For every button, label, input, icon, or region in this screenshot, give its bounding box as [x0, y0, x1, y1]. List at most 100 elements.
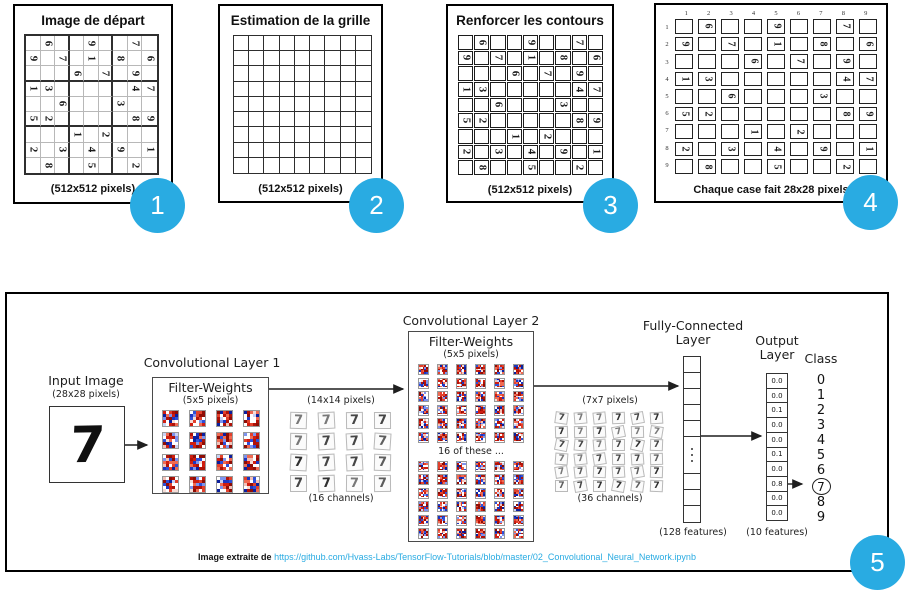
- sudoku-cell: 8: [474, 160, 490, 175]
- sudoku-cell: [506, 82, 522, 97]
- filter-weight-tile: [418, 514, 429, 526]
- output-value: 0.0: [771, 435, 783, 444]
- sudoku-cell: [555, 129, 571, 144]
- sudoku-cell: [325, 81, 341, 97]
- credit-link[interactable]: https://github.com/Hvass-Labs/TensorFlow…: [274, 552, 696, 562]
- sudoku-cell: 6: [142, 51, 157, 67]
- sudoku-cell: 2: [98, 127, 114, 143]
- column-index-label: 2: [707, 9, 711, 17]
- input-image-box: 7: [49, 406, 125, 483]
- feature-map-7: 7: [592, 411, 607, 425]
- conv1-title: Convolutional Layer 1: [143, 355, 281, 370]
- sudoku-cell: [813, 54, 831, 69]
- sudoku-digit: 6: [55, 101, 68, 107]
- sudoku-cell: [587, 97, 603, 113]
- feature-map-7: 7: [345, 411, 364, 430]
- filter-weight-tile: [475, 431, 486, 443]
- sudoku-cell: [279, 96, 295, 113]
- sudoku-digit: 4: [840, 76, 851, 82]
- sudoku-cell: 7: [790, 54, 808, 69]
- sudoku-cell: [340, 127, 356, 143]
- sudoku-cell: [264, 142, 280, 158]
- sudoku-cell: 3: [555, 97, 571, 113]
- sudoku-digit: 6: [492, 102, 505, 108]
- sudoku-cell: [506, 144, 522, 160]
- filter-weight-tile: [437, 431, 448, 443]
- sudoku-cell: [98, 36, 114, 52]
- filter-weight-tile: [188, 476, 206, 493]
- sudoku-cell: [310, 36, 326, 52]
- sudoku-cell: [675, 19, 693, 34]
- sudoku-cell: [767, 106, 785, 122]
- sudoku-cell: 7: [587, 82, 603, 97]
- filter-weight-tile: [456, 377, 467, 389]
- sudoku-cell: 9: [836, 54, 854, 69]
- sudoku-cell: 9: [555, 144, 571, 160]
- panel3-caption: (512x512 pixels): [487, 184, 573, 196]
- row-index-label: 7: [665, 127, 669, 135]
- sudoku-cell: [113, 36, 128, 52]
- sudoku-cell: 2: [474, 113, 490, 128]
- sudoku-cell: [490, 66, 506, 81]
- sudoku-cell: [40, 66, 56, 82]
- sudoku-cell: [127, 142, 143, 158]
- sudoku-digit: 6: [144, 55, 157, 62]
- filter-weight-tile: [513, 487, 524, 499]
- sudoku-cell: 2: [698, 106, 716, 122]
- sudoku-cell: [294, 66, 311, 82]
- sudoku-cell: [294, 51, 311, 67]
- filter-weight-tile: [456, 404, 467, 416]
- filter-weight-tile: [494, 514, 505, 526]
- sudoku-cell: [813, 19, 831, 34]
- sudoku-cell: [744, 36, 762, 52]
- sudoku-cell: [767, 124, 785, 139]
- sudoku-cell: 6: [698, 19, 716, 34]
- sudoku-cell: [325, 96, 341, 113]
- conv1-box: Filter-Weights (5x5 pixels): [152, 377, 269, 494]
- sudoku-cell: 7: [490, 50, 506, 66]
- sudoku-cell: [325, 51, 341, 67]
- sudoku-cell: [70, 157, 85, 173]
- column-index-label: 8: [841, 9, 845, 17]
- class-row: 1: [799, 388, 843, 403]
- sudoku-cell: 9: [522, 35, 539, 50]
- sudoku-cell: [355, 127, 371, 143]
- filter-weight-tile: [188, 454, 206, 471]
- feature-map-7: 7: [554, 479, 569, 492]
- sudoku-cell: [264, 157, 280, 173]
- sudoku-cell: [490, 160, 506, 175]
- sudoku-cell: [295, 157, 311, 173]
- sudoku-cell: 9: [26, 51, 41, 67]
- sudoku-cell: [234, 142, 250, 158]
- sudoku-cell: 9: [675, 36, 693, 52]
- filter-weight-tile: [437, 528, 448, 539]
- class-digit: 5: [816, 448, 826, 463]
- sudoku-digit: 9: [840, 58, 851, 64]
- feature-map-7: 7: [592, 438, 607, 452]
- feature-map-7: 7: [573, 478, 588, 493]
- feature-map-7: 7: [554, 425, 569, 438]
- step-badge-2-number: 2: [369, 190, 384, 220]
- sudoku-cell: [539, 50, 555, 66]
- panel-grid-estimation: Estimation de la grille (512x512 pixels): [218, 4, 383, 203]
- feature-map-7: 7: [592, 425, 607, 438]
- sudoku-cell: [98, 51, 114, 67]
- sudoku-cell: 2: [675, 141, 693, 157]
- sudoku-digit: 9: [144, 115, 157, 122]
- sudoku-cell: [744, 141, 762, 157]
- output-value: 0.0: [771, 509, 783, 518]
- step-badge-5-number: 5: [870, 547, 885, 577]
- sudoku-cell: [506, 35, 522, 50]
- sudoku-cell: [234, 157, 250, 173]
- sudoku-digit: 6: [70, 70, 83, 76]
- conv2-mid-label: 16 of these ...: [438, 445, 504, 457]
- conv1-filter-grid: [153, 410, 268, 493]
- sudoku-cell: 9: [859, 106, 877, 122]
- sudoku-cell: [127, 127, 143, 143]
- filter-weight-tile: [437, 391, 448, 402]
- sudoku-digit: 6: [41, 40, 54, 46]
- filter-weight-tile: [494, 404, 505, 416]
- output-value: 0.0: [771, 391, 783, 400]
- sudoku-cell: [26, 96, 41, 113]
